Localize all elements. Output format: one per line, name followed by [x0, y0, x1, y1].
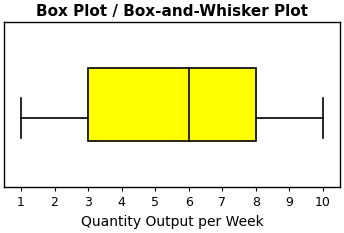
Title: Box Plot / Box-and-Whisker Plot: Box Plot / Box-and-Whisker Plot	[36, 4, 308, 19]
Bar	[88, 68, 256, 141]
X-axis label: Quantity Output per Week: Quantity Output per Week	[80, 215, 264, 229]
